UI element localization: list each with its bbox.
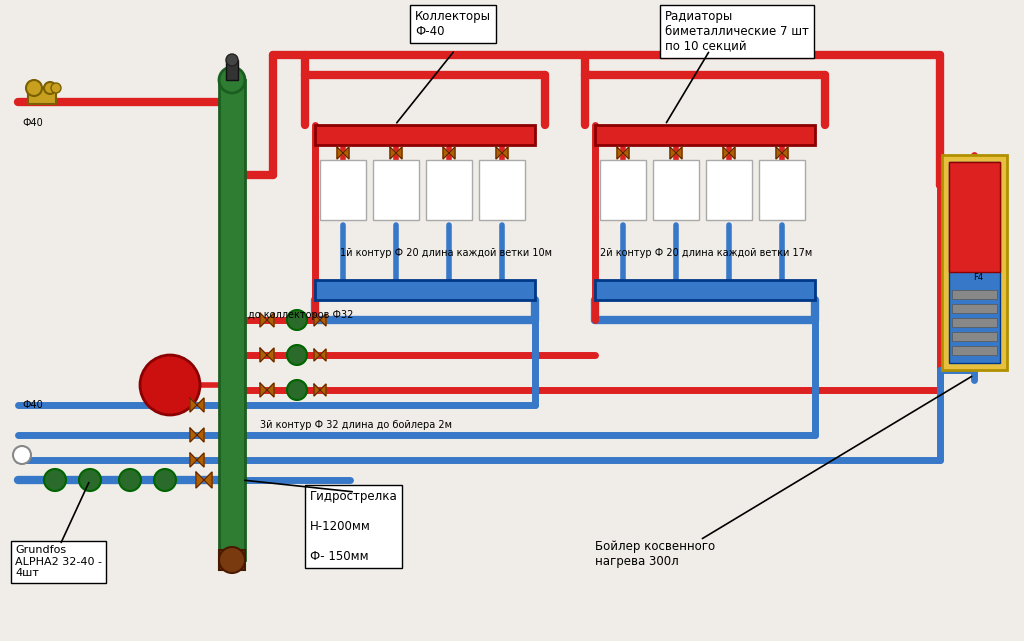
Text: Радиаторы
биметаллические 7 шт
по 10 секций: Радиаторы биметаллические 7 шт по 10 сек… — [665, 10, 809, 53]
Text: F4: F4 — [973, 272, 983, 281]
Circle shape — [219, 547, 245, 573]
Polygon shape — [390, 147, 402, 159]
Text: 1й контур Ф 20 длина каждой ветки 10м: 1й контур Ф 20 длина каждой ветки 10м — [340, 248, 552, 258]
Text: Grundfos
ALPHA2 32-40 -
4шт: Grundfos ALPHA2 32-40 - 4шт — [15, 545, 102, 578]
Bar — [28, 88, 56, 104]
Circle shape — [287, 380, 307, 400]
Text: Ф40: Ф40 — [22, 118, 43, 128]
Bar — [315, 125, 535, 145]
Bar — [759, 160, 805, 220]
Bar — [942, 155, 1007, 370]
Polygon shape — [337, 147, 349, 159]
Circle shape — [287, 345, 307, 365]
Polygon shape — [260, 313, 274, 327]
Circle shape — [79, 469, 101, 491]
Polygon shape — [314, 349, 326, 361]
Bar — [952, 304, 997, 313]
Bar — [219, 80, 245, 560]
Text: Гидрострелка

Н-1200мм

Ф- 150мм: Гидрострелка Н-1200мм Ф- 150мм — [310, 490, 397, 563]
Bar — [373, 160, 419, 220]
Bar — [706, 160, 752, 220]
Bar — [595, 125, 815, 145]
Bar — [949, 162, 1000, 272]
Bar — [952, 290, 997, 299]
Polygon shape — [617, 147, 629, 159]
Circle shape — [140, 355, 200, 415]
Polygon shape — [443, 147, 455, 159]
Bar — [952, 332, 997, 341]
Text: Ф40: Ф40 — [22, 400, 43, 410]
Circle shape — [226, 54, 238, 66]
Bar — [595, 280, 815, 300]
Bar — [952, 346, 997, 355]
Polygon shape — [196, 472, 212, 488]
Bar — [321, 160, 366, 220]
Polygon shape — [190, 398, 204, 412]
Bar — [600, 160, 646, 220]
Circle shape — [13, 446, 31, 464]
Polygon shape — [670, 147, 682, 159]
Polygon shape — [314, 384, 326, 396]
Bar — [952, 318, 997, 327]
Polygon shape — [190, 453, 204, 467]
Bar — [949, 162, 1000, 363]
Polygon shape — [260, 383, 274, 397]
Polygon shape — [723, 147, 735, 159]
Text: 3й контур Ф 32 длина до бойлера 2м: 3й контур Ф 32 длина до бойлера 2м — [260, 420, 452, 430]
Polygon shape — [190, 428, 204, 442]
Circle shape — [51, 83, 61, 93]
Text: до коллекторов Ф32: до коллекторов Ф32 — [248, 310, 353, 320]
Polygon shape — [776, 147, 788, 159]
Circle shape — [26, 80, 42, 96]
Bar — [653, 160, 699, 220]
Polygon shape — [314, 314, 326, 326]
Circle shape — [44, 469, 66, 491]
Text: Бойлер косвенного
нагрева 300л: Бойлер косвенного нагрева 300л — [595, 540, 715, 568]
Circle shape — [154, 469, 176, 491]
Polygon shape — [496, 147, 508, 159]
Circle shape — [287, 310, 307, 330]
Polygon shape — [260, 348, 274, 362]
Bar — [479, 160, 525, 220]
Bar — [426, 160, 472, 220]
Text: 2й контур Ф 20 длина каждой ветки 17м: 2й контур Ф 20 длина каждой ветки 17м — [600, 248, 812, 258]
Text: Коллекторы
Ф-40: Коллекторы Ф-40 — [415, 10, 490, 38]
Bar — [226, 60, 238, 80]
Bar — [219, 550, 245, 570]
Bar — [315, 280, 535, 300]
Circle shape — [219, 67, 245, 93]
Circle shape — [44, 82, 56, 94]
Circle shape — [119, 469, 141, 491]
